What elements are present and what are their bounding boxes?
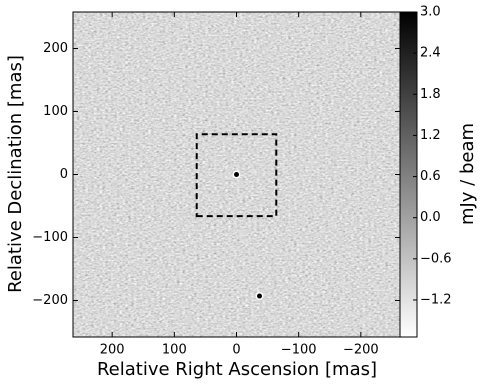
y-tick-label: −100 <box>32 230 68 245</box>
colorbar-tick-label: 3.0 <box>420 5 441 20</box>
x-tick-label: 200 <box>100 343 125 358</box>
colorbar-tick-label: 2.4 <box>420 46 441 61</box>
x-tick-label: 100 <box>162 343 187 358</box>
x-tick-label: 0 <box>232 343 240 358</box>
x-tick-label: −100 <box>281 343 317 358</box>
y-tick-label: 200 <box>43 41 68 56</box>
colorbar-tick-label: 0.0 <box>420 210 441 225</box>
colorbar-tick-label: 1.8 <box>420 87 441 102</box>
source <box>234 172 239 177</box>
colorbar-tick-label: −0.6 <box>420 251 452 266</box>
y-axis-label: Relative Declination [mas] <box>5 55 26 293</box>
y-tick-label: 0 <box>60 167 68 182</box>
dashed-box <box>195 133 278 218</box>
colorbar-tick-label: 0.6 <box>420 169 441 184</box>
y-tick-label: −200 <box>32 293 68 308</box>
x-axis-label: Relative Right Ascension [mas] <box>97 359 377 380</box>
colorbar-label: mJy / beam <box>457 123 478 225</box>
colorbar-tick-label: 1.2 <box>420 128 441 143</box>
colorbar <box>399 11 418 338</box>
source <box>257 293 263 299</box>
colorbar-tick-label: −1.2 <box>420 292 452 307</box>
x-tick-label: −200 <box>343 343 379 358</box>
y-tick-label: 100 <box>43 104 68 119</box>
